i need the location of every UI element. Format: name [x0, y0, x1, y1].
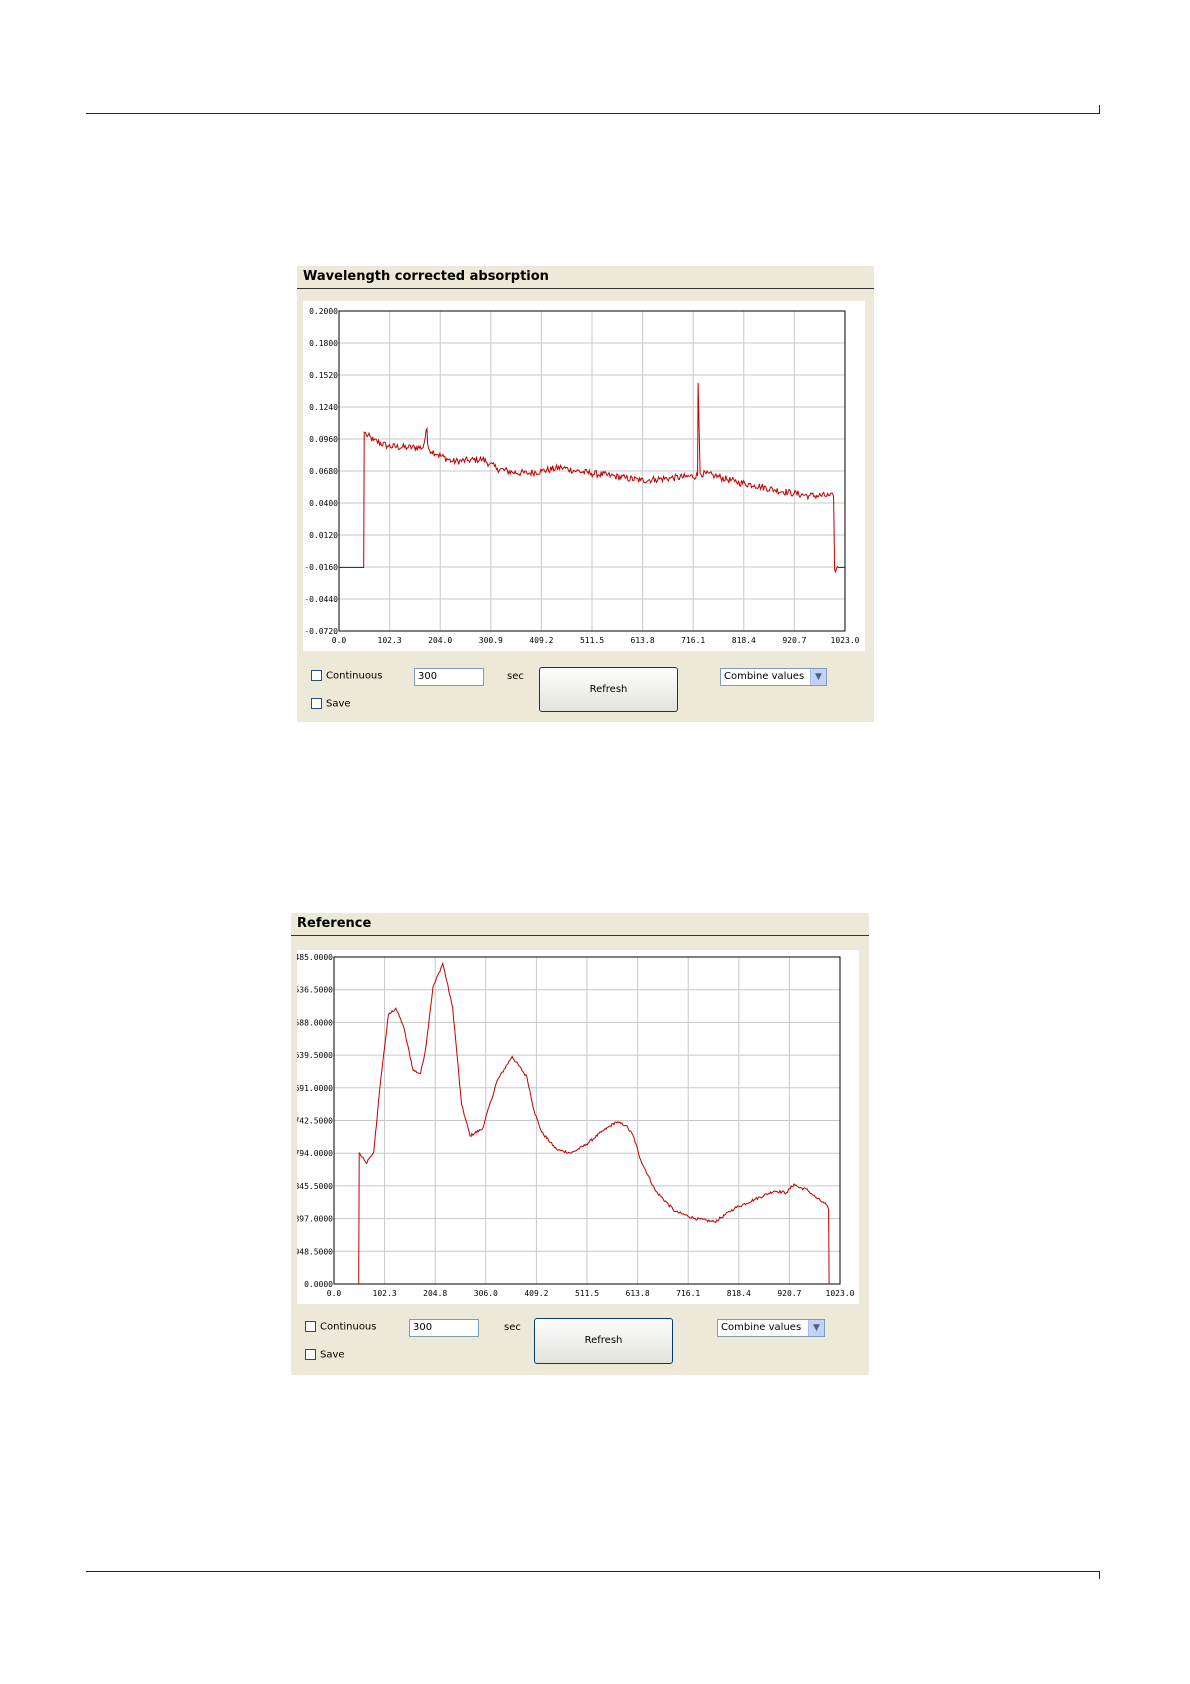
mode-select[interactable]: Combine values ▼: [717, 1319, 825, 1337]
absorption-chart-svg: 0.0 102.3 204.0 300.9 409.2 511.5 613.8 716.1 81…: [304, 307, 860, 645]
mode-select[interactable]: Combine values ▼: [720, 668, 827, 686]
x-tick-label: 204.8: [423, 1289, 447, 1298]
interval-unit: sec: [507, 671, 524, 682]
reference-chart: 0.0 102.3 204.8 306.0 409.2 511.5 613.8 716.1 81…: [297, 950, 859, 1304]
x-tick-label: 409.2: [524, 1289, 548, 1298]
series-line: [339, 382, 845, 574]
x-tick-label: 1023.0: [826, 1289, 855, 1298]
panel-title: Wavelength corrected absorption: [303, 269, 549, 284]
interval-unit: sec: [504, 1322, 521, 1333]
plot-frame: [338, 310, 846, 632]
y-tick-label: 1897.0000: [297, 1215, 333, 1224]
y-tick-label: 8536.5000: [297, 986, 333, 995]
y-tick-label: 0.1240: [309, 403, 338, 412]
x-tick-label: 0.0: [327, 1289, 342, 1298]
mode-select-value: Combine values: [724, 671, 805, 682]
interval-input[interactable]: 300: [409, 1319, 479, 1337]
y-tick-label: 4742.5000: [297, 1117, 333, 1126]
y-tick-label: 0.2000: [309, 307, 338, 316]
y-tick-label: 2845.5000: [297, 1182, 333, 1191]
y-tick-label: 0.0680: [309, 467, 338, 476]
y-tick-label: 3794.0000: [297, 1149, 333, 1158]
x-tick-label: 306.0: [474, 1289, 498, 1298]
y-tick-label: 0.0400: [309, 499, 338, 508]
reference-chart-svg: 0.0 102.3 204.8 306.0 409.2 511.5 613.8 716.1 81…: [297, 953, 855, 1298]
save-checkbox-box[interactable]: [305, 1349, 316, 1360]
y-tick-label: 0.1800: [309, 339, 338, 348]
refresh-button[interactable]: Refresh: [539, 667, 678, 712]
y-tick-label: 6639.5000: [297, 1051, 333, 1060]
y-tick-label: 5691.0000: [297, 1084, 333, 1093]
x-tick-label: 409.2: [529, 636, 553, 645]
x-tick-label: 920.7: [782, 636, 806, 645]
x-tick-label: 613.8: [626, 1289, 650, 1298]
panel-title-divider: [291, 935, 869, 936]
refresh-button[interactable]: Refresh: [534, 1318, 673, 1364]
x-tick-label: 818.4: [732, 636, 756, 645]
continuous-label: Continuous: [320, 1321, 377, 1333]
interval-input[interactable]: 300: [414, 668, 484, 686]
y-tick-label: 7588.0000: [297, 1018, 333, 1027]
panel-title-divider: [297, 288, 874, 289]
x-tick-label: 716.1: [676, 1289, 700, 1298]
x-tick-label: 102.3: [378, 636, 402, 645]
x-tick-label: 1023.0: [831, 636, 860, 645]
x-tick-label: 102.3: [373, 1289, 397, 1298]
header-rule-tick: [1099, 105, 1100, 113]
y-tick-label: -0.0160: [304, 563, 338, 572]
y-tick-label: 9485.0000: [297, 953, 333, 962]
continuous-checkbox-box[interactable]: [311, 670, 322, 681]
save-checkbox[interactable]: Save: [311, 698, 351, 710]
x-tick-label: 920.7: [777, 1289, 801, 1298]
chevron-down-icon[interactable]: ▼: [808, 1320, 824, 1336]
y-tick-label: 0.0120: [309, 531, 338, 540]
series-line: [358, 961, 830, 1285]
x-tick-label: 716.1: [681, 636, 705, 645]
x-tick-label: 204.0: [428, 636, 452, 645]
mode-select-value: Combine values: [721, 1322, 802, 1333]
plot-frame: [333, 956, 841, 1285]
x-tick-label: 0.0: [332, 636, 347, 645]
y-tick-label: 948.5000: [297, 1247, 333, 1256]
save-label: Save: [326, 698, 351, 710]
x-tick-label: 300.9: [479, 636, 503, 645]
x-tick-label: 511.5: [580, 636, 604, 645]
panel-title: Reference: [297, 916, 372, 931]
absorption-chart: 0.0 102.3 204.0 300.9 409.2 511.5 613.8 716.1 81…: [303, 301, 865, 651]
save-checkbox-box[interactable]: [311, 698, 322, 709]
save-label: Save: [320, 1349, 345, 1361]
absorption-panel: Wavelength corrected absorption 0.0 102.3…: [297, 266, 874, 722]
reference-panel: Reference 0.0 102.3 204.8 306.0 409.2 511.5 61…: [291, 913, 869, 1375]
continuous-checkbox[interactable]: Continuous: [311, 670, 382, 682]
continuous-checkbox[interactable]: Continuous: [305, 1321, 376, 1333]
continuous-checkbox-box[interactable]: [305, 1321, 316, 1332]
x-tick-label: 818.4: [727, 1289, 751, 1298]
y-tick-label: 0.0000: [304, 1280, 333, 1289]
footer-rule: [86, 1571, 1100, 1579]
y-tick-label: -0.0720: [304, 627, 338, 636]
continuous-label: Continuous: [326, 670, 383, 682]
chevron-down-icon[interactable]: ▼: [810, 669, 826, 685]
save-checkbox[interactable]: Save: [305, 1349, 345, 1361]
header-rule: [86, 105, 1100, 114]
y-tick-label: 0.1520: [309, 371, 338, 380]
y-tick-label: 0.0960: [309, 435, 338, 444]
footer-rule-tick: [1099, 1571, 1100, 1579]
y-tick-label: -0.0440: [304, 595, 338, 604]
x-tick-label: 511.5: [575, 1289, 599, 1298]
x-tick-label: 613.8: [631, 636, 655, 645]
